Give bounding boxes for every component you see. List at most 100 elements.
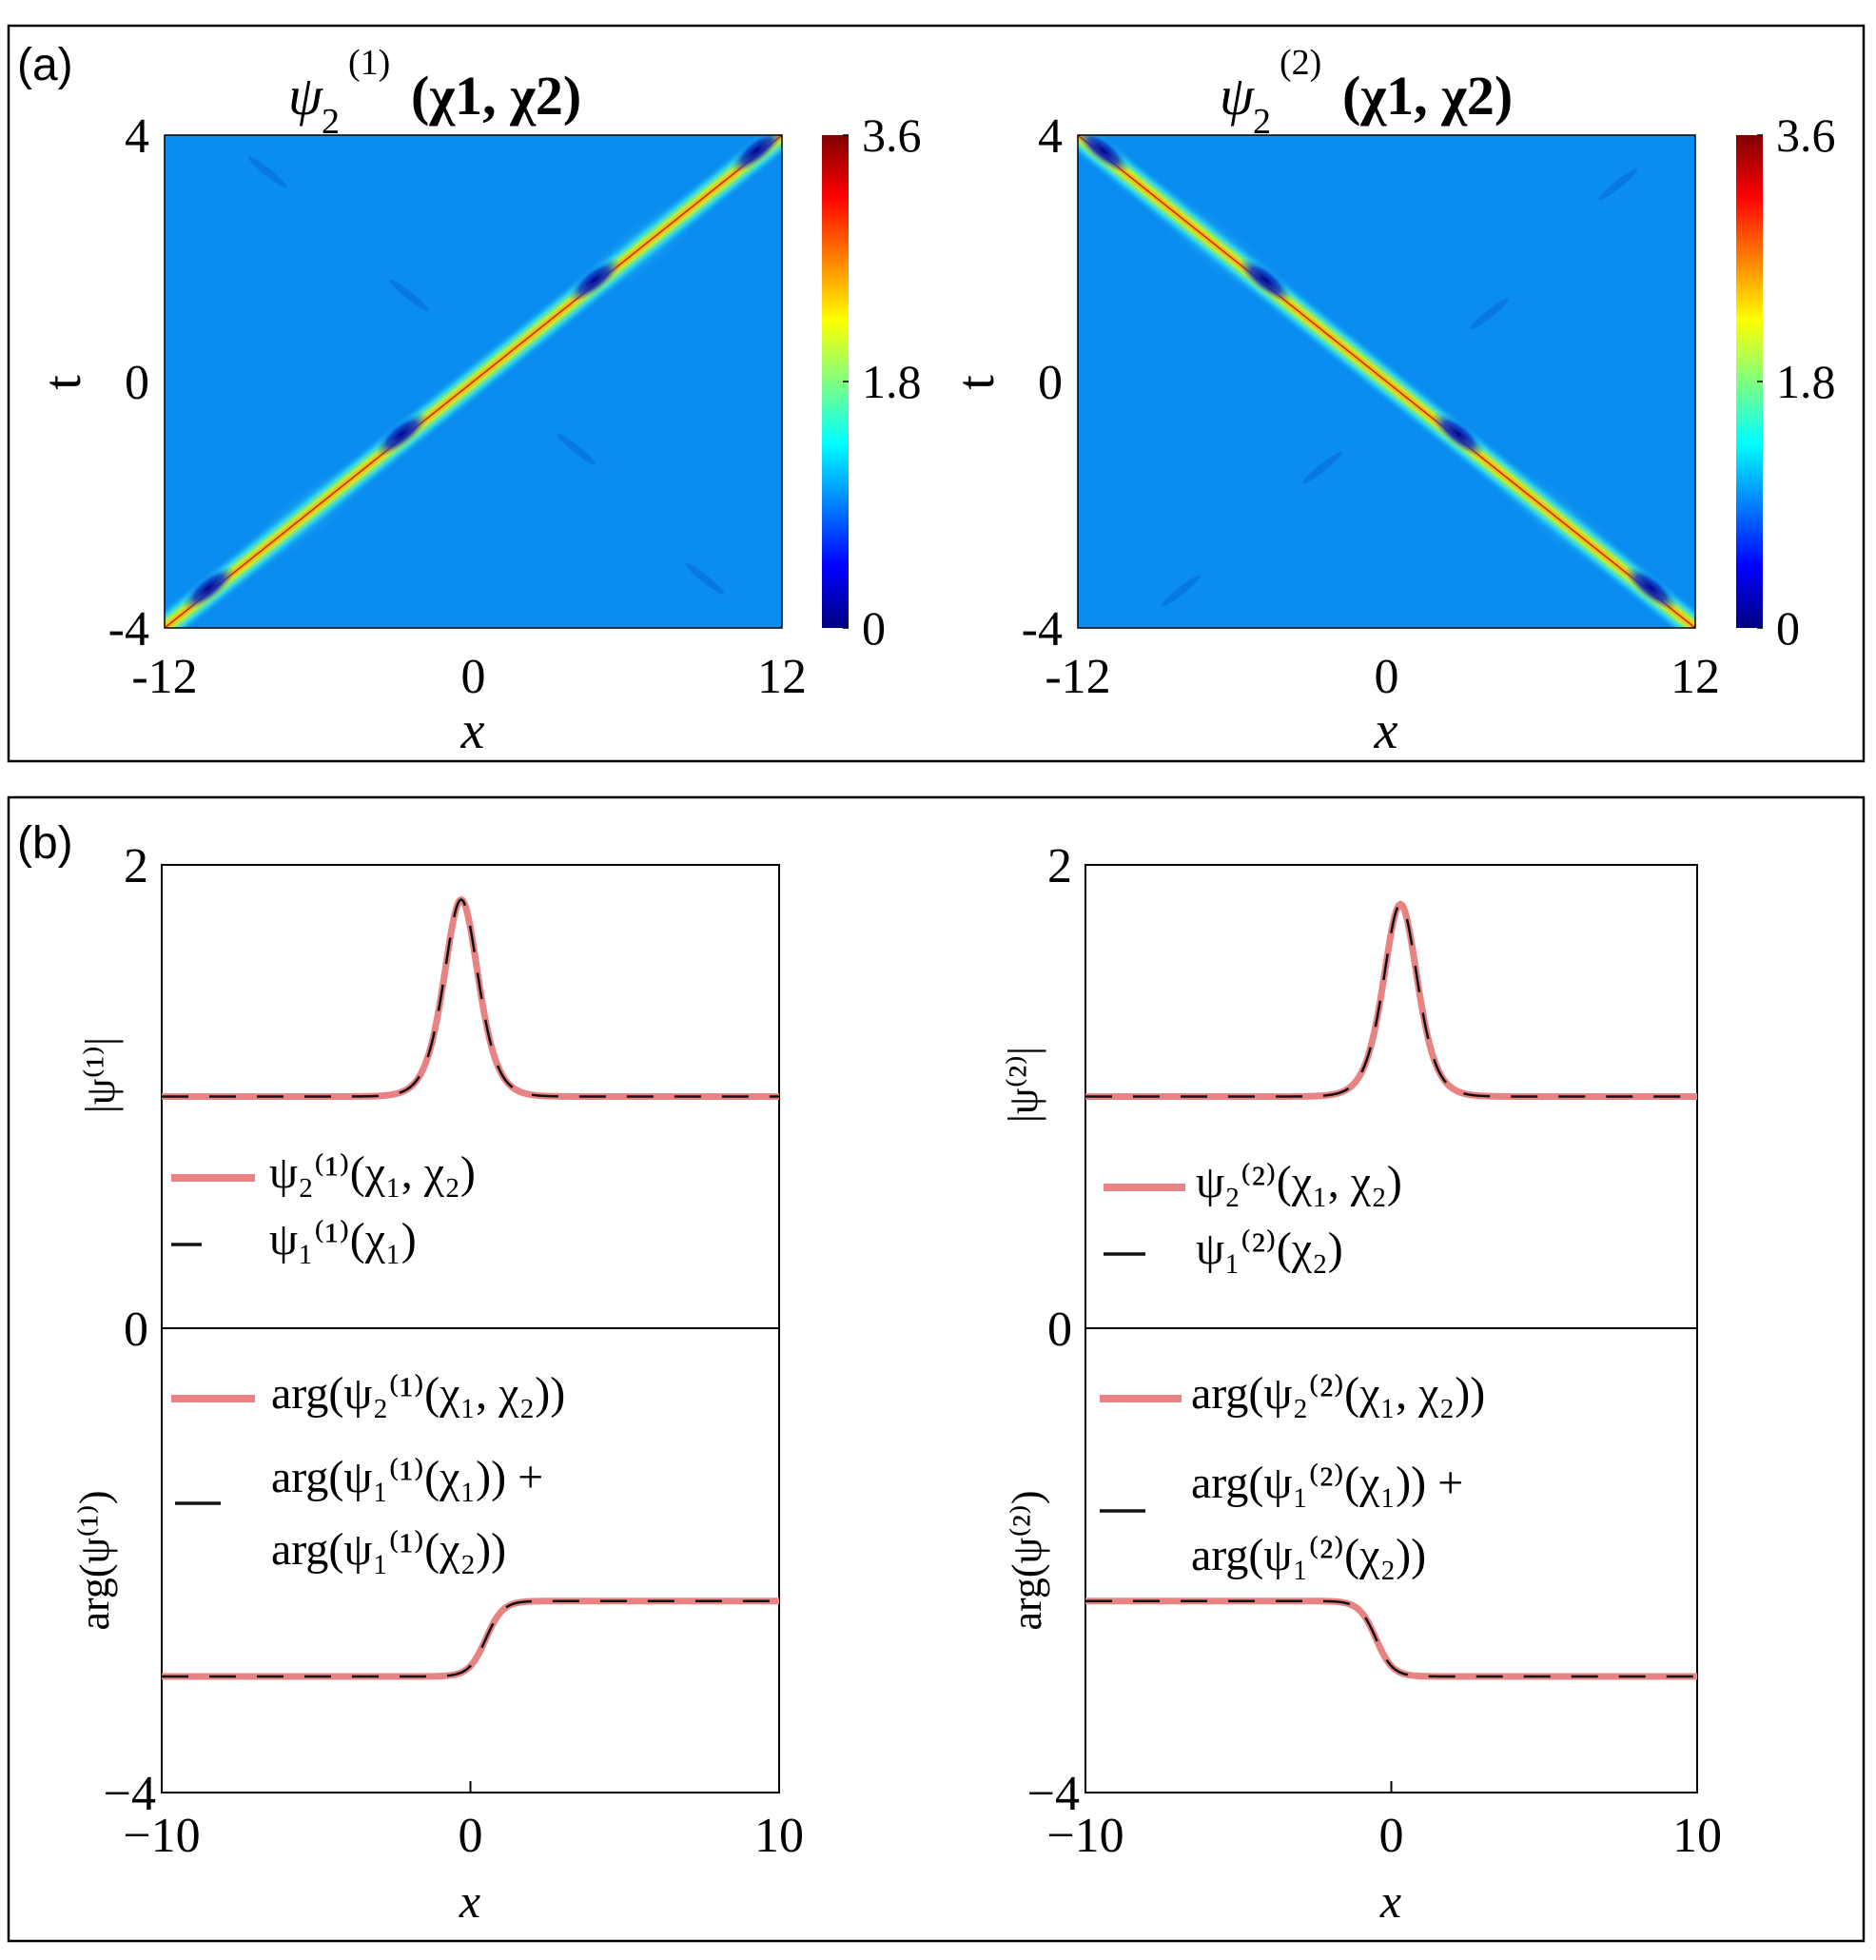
heatmap-ytick-label: 0 (1038, 356, 1063, 410)
heatmap-left-title-sup: (1) (348, 43, 390, 83)
heatmap-right-title-base: ψ (1220, 65, 1255, 127)
ytick-label: 0 (124, 1303, 148, 1357)
heatmap-ytick-label: 4 (125, 109, 149, 164)
heatmap-ytick-label: 0 (125, 356, 149, 410)
lineplot-left-bottom-ylabel: arg(ψ⁽¹⁾) (71, 1490, 118, 1630)
phase-curve-dashed (1085, 1599, 1697, 1678)
ripple (1470, 298, 1510, 330)
lineplot-left-legend-top: ψ₂⁽¹⁾(χ₁, χ₂) ψ₁⁽¹⁾(χ₁) (171, 1147, 476, 1264)
legend-top-item-2: ψ₁⁽²⁾(χ₂) (1196, 1224, 1343, 1274)
ridge-dip (375, 411, 428, 457)
lineplot-left-xlabel: x (459, 1874, 480, 1928)
amplitude-curve-solid (1085, 900, 1697, 1100)
heatmap-ytick-label: -4 (108, 602, 149, 657)
heatmap-right-ylabel: t (947, 375, 1006, 390)
xtick-label: −10 (1046, 1809, 1124, 1863)
lineplot-left-legend-bottom: arg(ψ₂⁽¹⁾(χ₁, χ₂)) arg(ψ₁⁽¹⁾(χ₁)) + arg(… (171, 1368, 565, 1575)
lineplot-right-legend-top: ψ₂⁽²⁾(χ₁, χ₂) ψ₁⁽²⁾(χ₂) (1104, 1157, 1402, 1274)
legend-bottom-item-2-cont: arg(ψ₁⁽²⁾(χ₂)) (1191, 1530, 1426, 1580)
lineplot-left: −10 0 10 0 2 −4 ψ₂⁽¹⁾(χ₁, χ₂) ψ₁⁽¹⁾(χ₁) arg(ψ… (71, 839, 804, 1928)
ytick-label: −4 (104, 1767, 156, 1821)
ripple (389, 279, 429, 311)
lineplot-right-xlabel: x (1379, 1874, 1401, 1928)
heatmap-xtick-label: -12 (131, 650, 197, 704)
panel-a-label: (a) (17, 40, 73, 90)
xtick-label: 0 (1379, 1809, 1404, 1863)
heatmap-left-xlabel: x (460, 701, 485, 760)
ytick-label: 2 (1047, 839, 1072, 893)
heatmap-right-field (1078, 135, 1695, 628)
amplitude-curve-dashed (162, 898, 779, 1098)
legend-top-item-1: ψ₂⁽²⁾(χ₁, χ₂) (1196, 1157, 1402, 1207)
heatmap-left-title-base: ψ (288, 65, 323, 127)
lineplot-right: −10 0 10 0 2 −4 ψ₂⁽²⁾(χ₁, χ₂) ψ₁⁽²⁾(χ₂) arg(ψ… (1000, 839, 1722, 1928)
colorbar-tick-label: 1.8 (862, 355, 922, 408)
legend-bottom-item-1: arg(ψ₂⁽²⁾(χ₁, χ₂)) (1191, 1368, 1485, 1419)
ridge-dip (1239, 258, 1292, 303)
legend-bottom-item-2: arg(ψ₁⁽²⁾(χ₁)) + (1191, 1458, 1463, 1508)
ridge-dip (568, 258, 621, 303)
ripple (1302, 452, 1342, 484)
amplitude-curve-dashed (1085, 902, 1697, 1098)
ridge-dip (730, 135, 782, 173)
colorbar-tick-label: 1.8 (1776, 355, 1836, 408)
heatmap-left-title: ψ 2 (1) (χ1, χ2) (288, 43, 581, 142)
colorbar-tick-label: 3.6 (862, 108, 922, 162)
ytick-label: −4 (1027, 1767, 1080, 1821)
legend-top-item-2: ψ₁⁽¹⁾(χ₁) (269, 1214, 417, 1264)
heatmap-xtick-label: 12 (1671, 650, 1720, 704)
ripple (1161, 575, 1201, 607)
xtick-label: 10 (1672, 1809, 1722, 1863)
legend-top-item-1: ψ₂⁽¹⁾(χ₁, χ₂) (269, 1147, 476, 1198)
soliton-ridge (1078, 135, 1695, 628)
ridge-dip (182, 565, 235, 611)
heatmap-right-axes-box (1077, 134, 1696, 629)
heatmap-right-title-args: (χ1, χ2) (1342, 65, 1513, 127)
heatmap-ytick-label: -4 (1022, 602, 1063, 657)
ripple (685, 562, 725, 595)
lineplot-right-legend-bottom: arg(ψ₂⁽²⁾(χ₁, χ₂)) arg(ψ₁⁽²⁾(χ₁)) + arg(… (1100, 1368, 1485, 1580)
heatmap-xtick-label: 0 (1375, 650, 1399, 704)
lineplot-left-top-ylabel: |ψ⁽¹⁾| (77, 1037, 124, 1113)
heatmap-left-title-args: (χ1, χ2) (411, 65, 581, 127)
heatmap-left-field (165, 135, 782, 628)
xtick-label: 10 (754, 1809, 804, 1863)
heatmap-right-title-sup: (2) (1280, 43, 1321, 83)
xtick-label: 0 (459, 1809, 483, 1863)
xtick-label: −10 (123, 1809, 200, 1863)
legend-bottom-item-1: arg(ψ₂⁽¹⁾(χ₁, χ₂)) (271, 1368, 565, 1419)
heatmap-right-title: ψ 2 (2) (χ1, χ2) (1220, 43, 1513, 142)
heatmap-left-axes-box (164, 134, 783, 629)
ripple (1598, 168, 1638, 201)
heatmap-left-title-sub: 2 (322, 102, 340, 142)
colorbar-tick-label: 0 (862, 601, 886, 655)
heatmap-xtick-label: -12 (1045, 650, 1110, 704)
ytick-label: 0 (1047, 1303, 1072, 1357)
ripple (557, 433, 596, 465)
heatmap-right-xlabel: x (1374, 701, 1398, 760)
colorbar-tick-label: 3.6 (1776, 108, 1836, 162)
legend-bottom-item-2-cont: arg(ψ₁⁽¹⁾(χ₂)) (271, 1524, 506, 1575)
legend-bottom-item-2: arg(ψ₁⁽¹⁾(χ₁)) + (271, 1452, 543, 1502)
panel-a-frame (7, 24, 1866, 763)
heatmap-xtick-label: 12 (757, 650, 807, 704)
phase-curve-dashed (162, 1599, 779, 1678)
lineplot-right-top-ylabel: |ψ⁽²⁾| (1000, 1047, 1046, 1123)
lineplot-right-bottom-ylabel: arg(ψ⁽²⁾) (1004, 1490, 1050, 1630)
heatmap-ytick-label: 4 (1038, 109, 1063, 164)
soliton-ridge (165, 135, 782, 628)
heatmap-left-ylabel: t (33, 375, 92, 390)
colorbar-tick-label: 0 (1776, 601, 1800, 655)
panel-b-frame (7, 795, 1866, 1943)
heatmap-right-title-sub: 2 (1253, 102, 1271, 142)
heatmap-left: ψ 2 (1) (χ1, χ2) -12 0 12 -4 0 4 x t 0 1.8 3.6 (33, 43, 922, 760)
ripple (247, 156, 287, 188)
ridge-dip (1078, 135, 1130, 173)
panel-b-label: (b) (17, 818, 73, 869)
heatmap-xtick-label: 0 (461, 650, 486, 704)
ytick-label: 2 (124, 839, 148, 893)
heatmap-right: ψ 2 (2) (χ1, χ2) -12 0 12 -4 0 4 x t 0 1.8 3.6 (947, 43, 1836, 760)
ridge-dip (1625, 565, 1678, 611)
ridge-dip (1432, 411, 1485, 457)
